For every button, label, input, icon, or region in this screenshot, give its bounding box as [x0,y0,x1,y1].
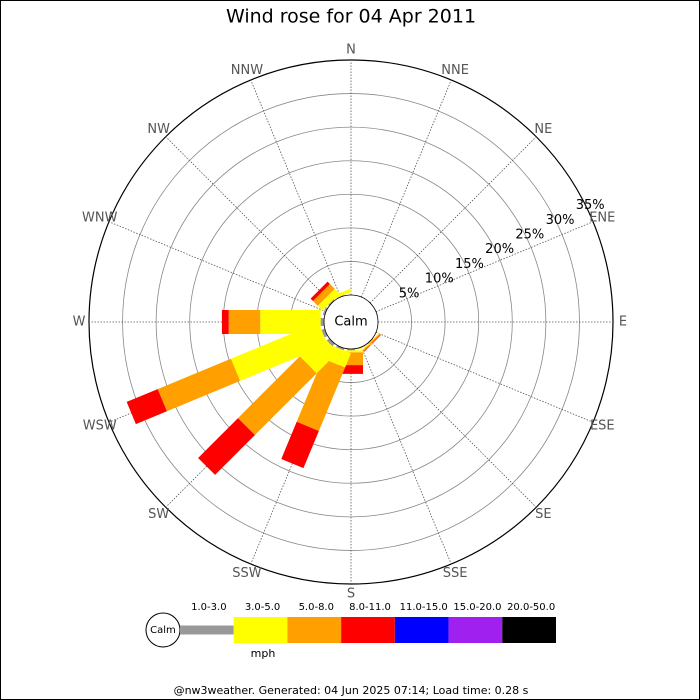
spoke [165,136,333,304]
spoke [360,79,452,298]
bar-segment [237,356,317,436]
direction-label: S [347,587,355,602]
bar-segment [157,358,241,412]
direction-label: E [619,315,627,330]
legend-swatch [448,617,503,643]
direction-label: N [346,43,356,58]
bar-segment [310,281,330,301]
direction-label: SSE [443,566,468,581]
spoke [369,136,537,304]
bar-segment [362,333,381,352]
legend-label: 11.0-15.0 [400,602,448,613]
unit-label: mph [251,647,276,660]
legend-swatch [394,617,449,643]
spoke [250,79,342,298]
bar-segment [260,310,321,334]
r-tick-label: 15% [455,257,484,272]
legend-label: 5.0-8.0 [299,602,334,613]
legend-label: 8.0-11.0 [349,602,391,613]
direction-label: ESE [590,419,615,434]
bar-segment [312,283,335,306]
legend-label: 1.0-3.0 [191,602,226,613]
grid-ring [189,160,513,484]
direction-label: NW [147,122,170,137]
bar-segment [296,358,346,431]
bar-segment [326,338,335,347]
bar-segment [328,299,335,306]
legend-calm-label: Calm [150,625,176,636]
chart-title: Wind rose for 04 Apr 2011 [226,6,476,28]
direction-label: ENE [589,210,615,225]
footer: @nw3weather. Generated: 04 Jun 2025 07:1… [174,684,529,697]
legend-swatch [287,617,342,643]
spoke [375,331,594,423]
direction-label: NNW [231,63,263,78]
direction-label: NE [534,122,552,137]
legend-label: 20.0-50.0 [507,602,555,613]
bar-segment [322,307,328,316]
legend-label: 15.0-20.0 [453,602,501,613]
bar-segment [321,328,328,338]
direction-label: WSW [83,419,117,434]
bar-segment [317,288,340,311]
spoke [375,221,594,313]
direction-label: SE [535,507,551,522]
bar-segment [281,421,319,469]
direction-label: WNW [82,210,118,225]
legend-swatch [233,617,288,643]
bar-segment [228,310,261,334]
legend-label: 3.0-5.0 [245,602,280,613]
direction-label: SSW [232,566,262,581]
r-tick-label: 10% [425,272,454,287]
r-tick-label: 30% [546,213,575,228]
bar-segment [230,322,328,381]
calm-circle [323,294,379,350]
bar-segment [299,334,339,374]
spoke [360,346,452,565]
legend-swatch [341,617,395,643]
r-tick-label: 25% [515,228,544,243]
direction-label: NNE [441,63,469,78]
bar-segment [336,345,345,351]
spoke [369,340,537,508]
direction-label: SW [148,507,169,522]
direction-label: W [73,315,86,330]
legend-swatch [180,625,234,635]
bar-segment [198,418,255,475]
bar-segment [350,342,373,353]
calm-label: Calm [334,315,367,330]
bar-segment [347,349,355,351]
r-tick-label: 35% [576,198,605,213]
bar-segment [221,310,229,334]
r-tick-label: 20% [485,242,514,257]
spoke [108,221,327,313]
bar-segment [328,288,352,302]
bar-segment [320,318,324,326]
grid-ring [155,126,547,518]
bar-segment [126,389,167,425]
r-tick-label: 5% [399,286,420,301]
legend-swatch [502,617,556,643]
